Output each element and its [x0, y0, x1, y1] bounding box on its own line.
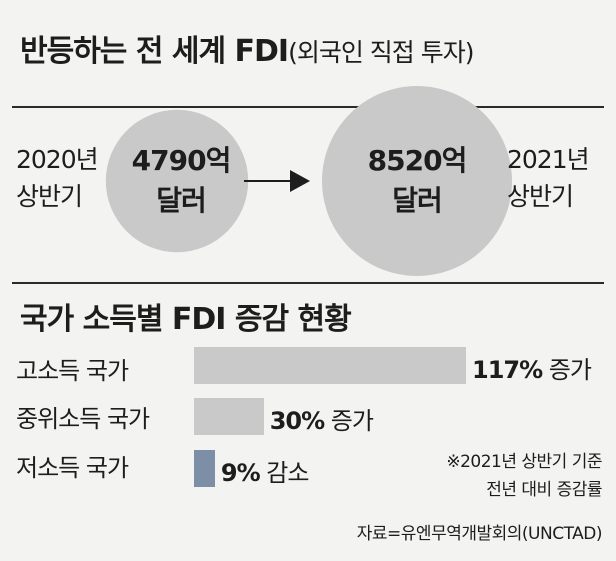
bubble-2021-value: 8520억	[367, 144, 468, 177]
footnote-line1: ※2021년 상반기 기준	[446, 452, 602, 472]
bar-value-low-num: 9%	[220, 459, 261, 487]
bar-value-middle-num: 30%	[269, 407, 325, 435]
bubble-2020-value: 4790억	[131, 144, 232, 177]
page-title: 반등하는 전 세계 FDI(외국인 직접 투자)	[20, 26, 475, 70]
bubble-2020-unit: 달러	[156, 184, 207, 217]
top-divider	[12, 106, 604, 108]
right-period-line1: 2021년	[507, 145, 590, 174]
bubble-2020	[105, 109, 249, 253]
bubble-2021-label: 8520억 달러	[337, 141, 497, 221]
footnote-line2: 전년 대비 증감률	[486, 480, 602, 500]
bubble-2021	[322, 86, 512, 276]
bar-value-middle: 30% 증가	[269, 401, 374, 436]
arrow-right-icon	[290, 170, 310, 192]
section-title: 국가 소득별 FDI 증감 현황	[20, 302, 352, 337]
title-subtitle: (외국인 직접 투자)	[288, 38, 474, 67]
title-main: 반등하는 전 세계 FDI	[20, 34, 289, 69]
left-period-label: 2020년 상반기	[16, 141, 99, 215]
bar-high-income	[194, 347, 466, 384]
bubble-2021-unit: 달러	[392, 184, 443, 217]
bar-value-middle-dir: 증가	[324, 407, 374, 435]
bar-value-high: 117% 증가	[472, 350, 592, 385]
bar-value-high-num: 117%	[472, 356, 543, 384]
source-credit: 자료=유엔무역개발회의(UNCTAD)	[356, 524, 603, 544]
bar-category-low: 저소득 국가	[16, 454, 129, 482]
right-period-line2: 상반기	[507, 182, 574, 211]
left-period-line1: 2020년	[16, 145, 99, 174]
footnote: ※2021년 상반기 기준 전년 대비 증감률	[446, 448, 602, 504]
left-period-line2: 상반기	[16, 182, 83, 211]
bar-category-middle: 중위소득 국가	[16, 405, 150, 433]
bar-low-income	[194, 450, 215, 487]
bar-value-high-dir: 증가	[542, 356, 592, 384]
bar-value-low-dir: 감소	[259, 459, 309, 487]
bubble-2020-label: 4790억 달러	[116, 141, 246, 221]
right-period-label: 2021년 상반기	[507, 141, 590, 215]
bar-value-low: 9% 감소	[220, 453, 310, 488]
middle-divider	[12, 282, 604, 284]
bar-middle-income	[194, 398, 264, 435]
bar-category-high: 고소득 국가	[16, 357, 129, 385]
bubble-chart	[105, 86, 512, 276]
